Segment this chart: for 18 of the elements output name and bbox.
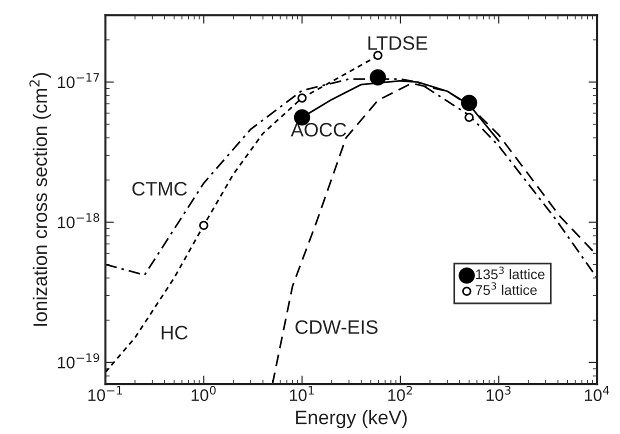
x-tick-label: 10$^{0}$ — [192, 386, 216, 402]
annotation: CTMC — [132, 182, 187, 196]
y-tick-label: 10$^{−18}$ — [58, 213, 100, 228]
x-tick-label: 10$^{3}$ — [486, 386, 511, 402]
annotation: LTDSE — [368, 36, 428, 50]
x-axis-title: Energy (keV) — [296, 410, 407, 428]
annotation: CDW-EIS — [296, 320, 378, 334]
legend-label: 75$^{3}$ lattice — [476, 282, 537, 295]
annotation: AOCC — [290, 122, 346, 137]
y-tick-label: 10$^{−17}$ — [58, 73, 100, 88]
legend-label: 135$^{3}$ lattice — [476, 266, 544, 280]
x-tick-label: 10$^{4}$ — [584, 386, 610, 402]
y-tick-label: 10$^{−19}$ — [58, 353, 100, 368]
x-tick-label: 10$^{−1}$ — [88, 386, 122, 402]
x-tick-label: 10$^{2}$ — [388, 386, 412, 402]
annotation: HC — [162, 326, 188, 340]
y-axis-title: Ionization cross section (cm$^{2}$) — [29, 73, 51, 326]
x-tick-label: 10$^{1}$ — [290, 386, 314, 402]
